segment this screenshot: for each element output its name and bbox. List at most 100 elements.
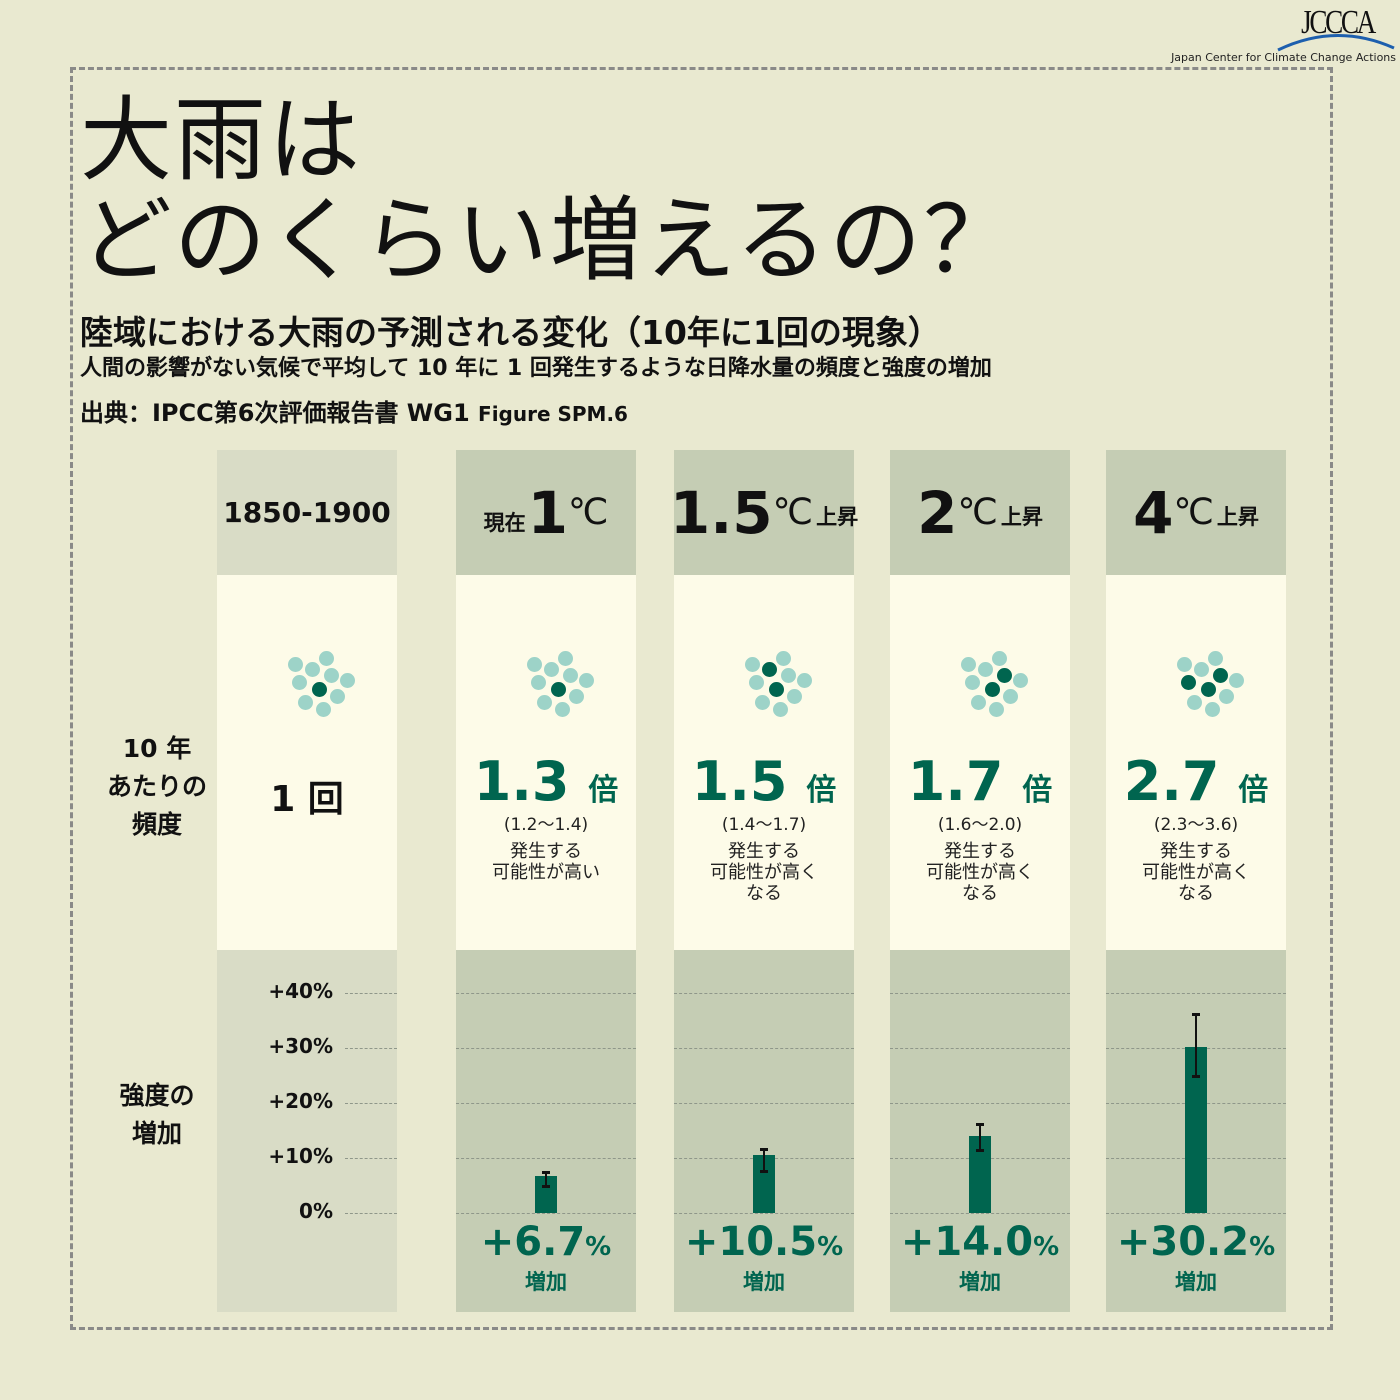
dot — [1219, 689, 1234, 704]
likelihood-note-line: 可能性が高く — [926, 862, 1034, 883]
frequency-label-line: あたりの — [106, 772, 207, 801]
dot — [340, 673, 355, 688]
dot-cluster — [947, 643, 1028, 717]
gridline — [890, 993, 1070, 994]
increase-label: 増加 — [1175, 1270, 1217, 1294]
percent-unit: % — [817, 1232, 844, 1262]
column-1: 現在 1 ℃ 1.3 倍 (1.2〜1.4) 発生する 可能性が高い +6.7% 増加 — [456, 450, 636, 1312]
gridline — [890, 1213, 1070, 1214]
column-2: 1.5 ℃ 上昇 1.5 倍 (1.4〜1.7) 発生する 可能性が高く なる +10.5% 増加 — [670, 450, 858, 1312]
error-bar — [763, 1149, 765, 1172]
source-main: 出典：IPCC第6次評価報告書 WG1 — [80, 399, 470, 427]
gridline — [674, 1103, 854, 1104]
percent-value: +30.2 — [1116, 1219, 1250, 1265]
error-bar-cap — [760, 1170, 768, 1174]
likelihood-note-line: なる — [746, 883, 782, 904]
likelihood-note-line: 可能性が高く — [710, 862, 818, 883]
source-figure: Figure SPM.6 — [478, 402, 628, 426]
column-3: 2 ℃ 上昇 1.7 倍 (1.6〜2.0) 発生する 可能性が高く なる +14.0% 増加 — [890, 450, 1070, 1312]
likelihood-note-line: 発生する — [510, 841, 582, 862]
intensity-cell: +30.2% 増加 — [1106, 950, 1286, 1312]
frequency-range: (1.6〜2.0) — [937, 815, 1023, 835]
dot — [527, 657, 542, 672]
dot — [989, 702, 1004, 717]
gridline — [456, 1048, 636, 1049]
percent-value: +14.0 — [900, 1219, 1034, 1265]
gridline — [890, 1103, 1070, 1104]
dot — [978, 662, 993, 677]
title-line-2: どのくらい増えるの？ — [80, 187, 1018, 294]
y-tick-label: +20% — [268, 1089, 333, 1113]
frequency-multiplier: 1.5 倍 — [674, 755, 854, 809]
frequency-label-line: 頻度 — [131, 810, 182, 839]
dot-highlighted — [312, 682, 327, 697]
intensity-cell: +40% +30% +20% +10% 0% — [217, 950, 397, 1312]
frequency-range: (1.2〜1.4) — [503, 815, 589, 835]
dot — [773, 702, 788, 717]
dot — [569, 689, 584, 704]
dot-highlighted — [985, 682, 1000, 697]
intensity-row-label: 強度の 増加 — [97, 1077, 217, 1153]
dot — [288, 657, 303, 672]
multiplier-unit: 倍 — [806, 773, 837, 808]
gridline — [456, 993, 636, 994]
likelihood-note-line: 発生する — [1160, 841, 1232, 862]
dot — [316, 702, 331, 717]
degree-unit: ℃ — [957, 492, 998, 533]
gridline — [345, 1048, 397, 1049]
multiplier-value: 1.3 — [473, 750, 570, 813]
intensity-label-line: 強度の — [119, 1081, 195, 1110]
gridline — [890, 1048, 1070, 1049]
error-bar-cap — [760, 1148, 768, 1152]
error-bar-cap — [976, 1148, 984, 1152]
source: 出典：IPCC第6次評価報告書 WG1 Figure SPM.6 — [80, 393, 628, 428]
dot-highlighted — [1201, 682, 1216, 697]
gridline — [345, 1213, 397, 1214]
intensity-bar — [969, 1136, 991, 1213]
intensity-bar — [753, 1155, 775, 1213]
header-suffix: 上昇 — [1000, 505, 1043, 529]
degree-unit: ℃ — [567, 492, 609, 533]
multiplier-value: 2.7 — [1123, 750, 1220, 813]
column-header: 1850-1900 — [217, 450, 397, 575]
intensity-bar — [1185, 1046, 1207, 1213]
multiplier-value: 1.7 — [907, 750, 1004, 813]
column-header: 4 ℃ 上昇 — [1106, 450, 1286, 575]
dot — [305, 662, 320, 677]
gridline — [456, 1158, 636, 1159]
intensity-cell: +10.5% 増加 — [674, 950, 854, 1312]
dot-highlighted — [1213, 668, 1228, 683]
dot — [558, 651, 573, 666]
error-bar-cap — [976, 1122, 984, 1126]
likelihood-note-line: なる — [1178, 883, 1214, 904]
percent-value: +6.7 — [480, 1219, 586, 1265]
percent-unit: % — [1249, 1232, 1276, 1262]
frequency-multiplier: 2.7 倍 — [1106, 755, 1286, 809]
logo-subtitle: Japan Center for Climate Change Actions — [1171, 51, 1396, 64]
dot-cluster — [274, 643, 355, 717]
dot-highlighted — [997, 668, 1012, 683]
dot — [797, 673, 812, 688]
dot — [971, 695, 986, 710]
dot — [992, 651, 1007, 666]
likelihood-note-line: 可能性が高く — [1142, 862, 1250, 883]
subtitle: 陸域における大雨の予測される変化（10年に1回の現象） — [80, 313, 941, 352]
intensity-percent: +30.2% — [1106, 1222, 1286, 1262]
dot — [319, 651, 334, 666]
frequency-multiplier: 1.7 倍 — [890, 755, 1070, 809]
header-suffix: 上昇 — [816, 505, 859, 529]
intensity-percent: +14.0% — [890, 1222, 1070, 1262]
dot — [781, 668, 796, 683]
frequency-label-line: 10 年 — [122, 734, 192, 763]
frequency-cell: 1.3 倍 (1.2〜1.4) 発生する 可能性が高い — [456, 575, 636, 950]
likelihood-note: 発生する 可能性が高い — [456, 841, 636, 883]
y-tick-label: 0% — [299, 1199, 333, 1223]
logo-arc-icon — [1277, 34, 1395, 52]
dot — [1013, 673, 1028, 688]
likelihood-note-line: 発生する — [728, 841, 800, 862]
y-tick-label: +10% — [268, 1144, 333, 1168]
frequency-row-label: 10 年 あたりの 頻度 — [97, 730, 217, 844]
intensity-label-line: 増加 — [131, 1119, 182, 1148]
dot — [1187, 695, 1202, 710]
increase-label: 増加 — [743, 1270, 785, 1294]
